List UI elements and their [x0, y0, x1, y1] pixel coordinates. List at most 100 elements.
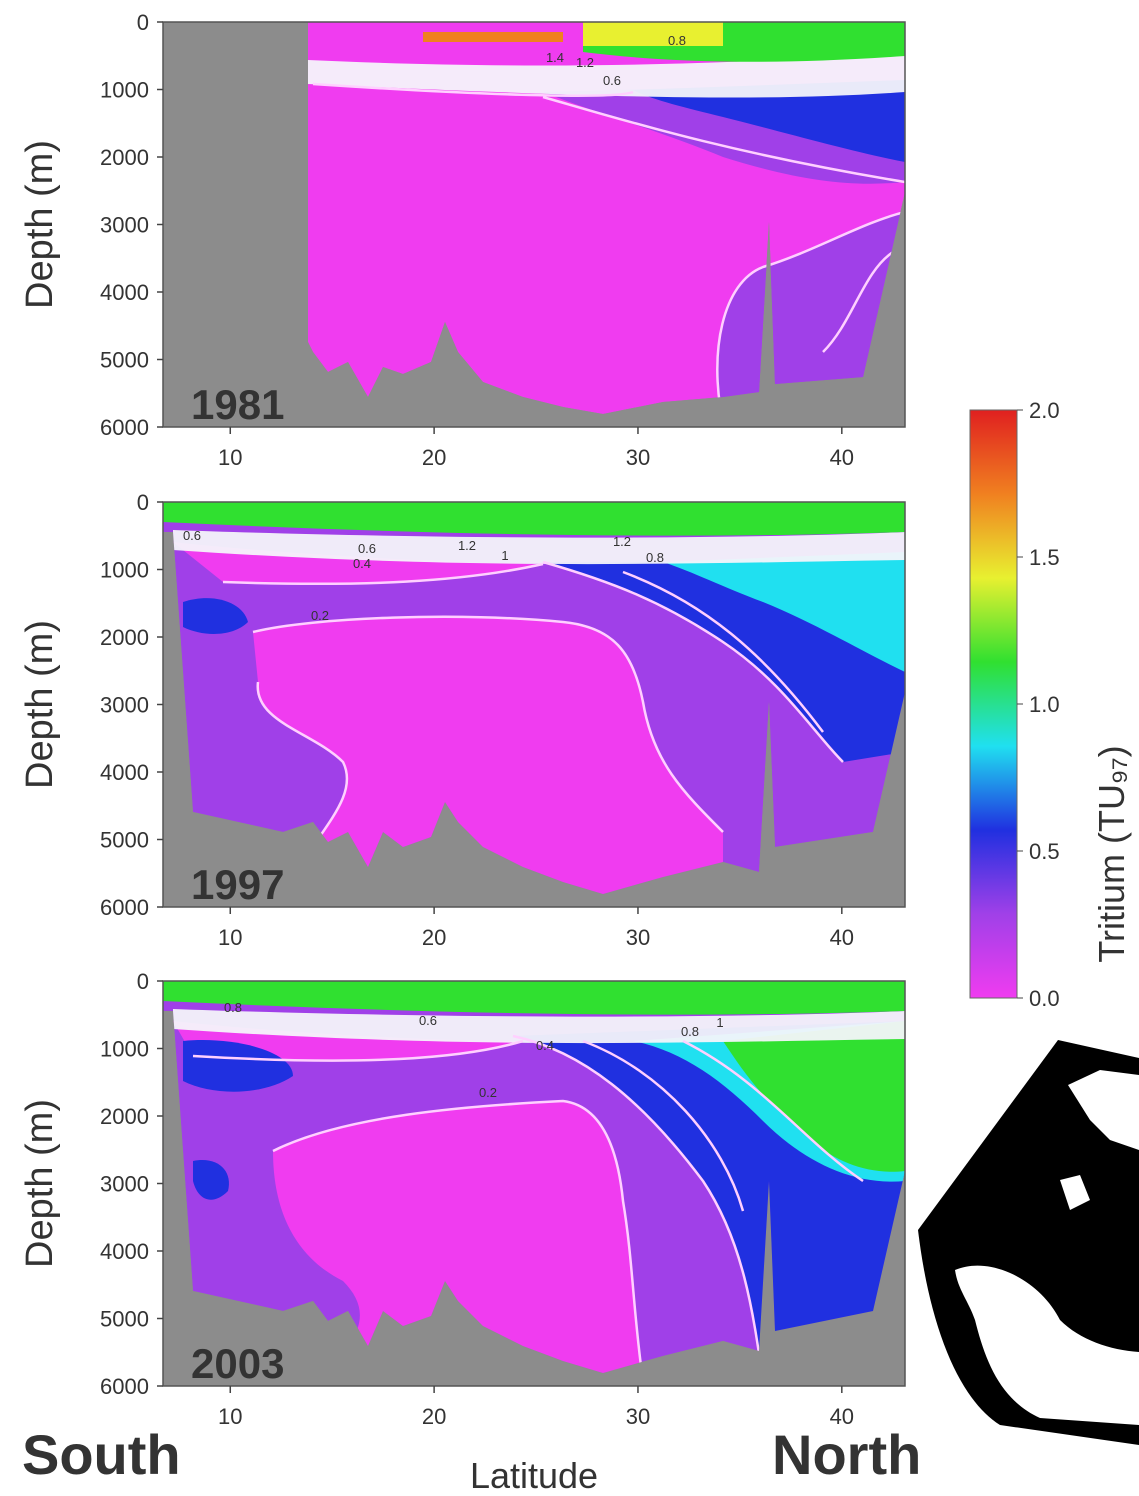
y-tick-label: 4000: [100, 760, 149, 785]
north-label: North: [772, 1423, 921, 1486]
colorbar-tick-label: 1.0: [1029, 692, 1060, 717]
contour-line: [822, 250, 894, 353]
y-tick-label: 2000: [100, 1104, 149, 1129]
map-land: [1068, 1070, 1139, 1150]
colorbar-gradient: [969, 409, 1018, 999]
contour-label: 1.2: [613, 534, 631, 549]
field-region: [723, 1021, 905, 1172]
field-region: [663, 552, 905, 672]
x-tick-label: 30: [626, 925, 650, 950]
contour-line: [622, 570, 824, 733]
colorbar-label: Tritium (TU₉₇): [1091, 745, 1132, 962]
map-land: [955, 1265, 1139, 1425]
contour-line: [252, 615, 724, 833]
x-tick-label: 30: [626, 445, 650, 470]
colorbar-tick-label: 1.5: [1029, 545, 1060, 570]
contour-label: 1.2: [458, 538, 476, 553]
x-tick-label: 30: [626, 1404, 650, 1429]
contour-label: 0.4: [353, 556, 371, 571]
y-tick-label: 2000: [100, 145, 149, 170]
field-region: [253, 616, 723, 894]
y-tick-label: 0: [137, 10, 149, 35]
y-tick-label: 5000: [100, 348, 149, 373]
field-region: [183, 598, 248, 634]
contour-label: 0.8: [681, 1024, 699, 1039]
x-tick-label: 40: [830, 925, 854, 950]
y-tick-label: 0: [137, 969, 149, 994]
field-region: [173, 1009, 905, 1044]
contour-label: 0.6: [603, 73, 621, 88]
contour-line: [222, 562, 544, 586]
contour-label: 0.8: [224, 1000, 242, 1015]
contour-line: [542, 95, 905, 184]
contour-label: 1.4: [546, 50, 564, 65]
contour-label: 1: [501, 548, 508, 563]
y-axis-label: Depth (m): [19, 140, 61, 309]
contour-label: 0.6: [183, 528, 201, 543]
contour-label: 1: [716, 1015, 723, 1030]
contour-line: [312, 82, 634, 97]
field-region: [583, 22, 723, 46]
y-tick-label: 2000: [100, 625, 149, 650]
y-tick-label: 6000: [100, 1374, 149, 1399]
field-region: [273, 1101, 643, 1373]
y-tick-label: 4000: [100, 280, 149, 305]
tritium-field: 0.60.60.41.211.20.80.2: [163, 502, 905, 894]
contour-label: 0.2: [479, 1085, 497, 1100]
year-label: 1997: [191, 861, 284, 908]
contour-line: [542, 560, 844, 763]
colorbar-tick-label: 2.0: [1029, 398, 1060, 423]
y-tick-label: 0: [137, 490, 149, 515]
contour-line: [512, 1034, 765, 1373]
contour-line: [716, 210, 905, 414]
x-tick-label: 40: [830, 445, 854, 470]
contour-label: 0.6: [419, 1013, 437, 1028]
x-tick-label: 20: [422, 1404, 446, 1429]
field-region: [633, 80, 905, 162]
colorbar-tick-label: 0.5: [1029, 839, 1060, 864]
contour-label: 1.2: [576, 55, 594, 70]
map: [918, 1040, 1139, 1445]
x-tick-label: 10: [218, 925, 242, 950]
y-tick-label: 5000: [100, 1307, 149, 1332]
field-region: [183, 1040, 293, 1092]
field-region: [163, 502, 905, 536]
contour-line: [192, 1039, 524, 1062]
y-tick-label: 1000: [100, 558, 149, 583]
y-tick-label: 6000: [100, 895, 149, 920]
year-label: 1981: [191, 381, 284, 428]
y-tick-label: 1000: [100, 78, 149, 103]
y-tick-label: 5000: [100, 828, 149, 853]
y-tick-label: 3000: [100, 1172, 149, 1197]
contour-label: 0.8: [668, 33, 686, 48]
field-region: [163, 981, 905, 1015]
field-region: [173, 530, 905, 565]
field-region: [193, 1160, 229, 1200]
section-panel: 0.40.21.41.20.80.60100020003000400050006…: [19, 10, 906, 470]
map-land: [1060, 1175, 1090, 1210]
x-tick-label: 10: [218, 1404, 242, 1429]
contour-line: [682, 1039, 864, 1183]
tritium-field: 0.8 0.6 0.4 0.8 1 0.2: [163, 981, 905, 1373]
field-region: [423, 32, 563, 42]
contour-label: 0.4: [536, 1038, 554, 1053]
year-label: 2003: [191, 1340, 284, 1387]
y-tick-label: 3000: [100, 693, 149, 718]
x-axis-label: Latitude: [470, 1455, 598, 1496]
contour-label: 0.8: [646, 550, 664, 565]
y-tick-label: 3000: [100, 213, 149, 238]
y-axis-label: Depth (m): [19, 1099, 61, 1268]
section-panel: 0.60.60.41.211.20.80.2010002000300040005…: [19, 490, 906, 950]
south-label: South: [22, 1423, 181, 1486]
y-tick-label: 4000: [100, 1239, 149, 1264]
field-region: [308, 52, 905, 98]
x-tick-label: 40: [830, 1404, 854, 1429]
y-tick-label: 6000: [100, 415, 149, 440]
y-tick-label: 1000: [100, 1037, 149, 1062]
x-tick-label: 20: [422, 925, 446, 950]
y-axis-label: Depth (m): [19, 620, 61, 789]
contour-label: 0.2: [311, 608, 329, 623]
tritium-field: 0.40.21.41.20.80.6: [308, 22, 905, 414]
